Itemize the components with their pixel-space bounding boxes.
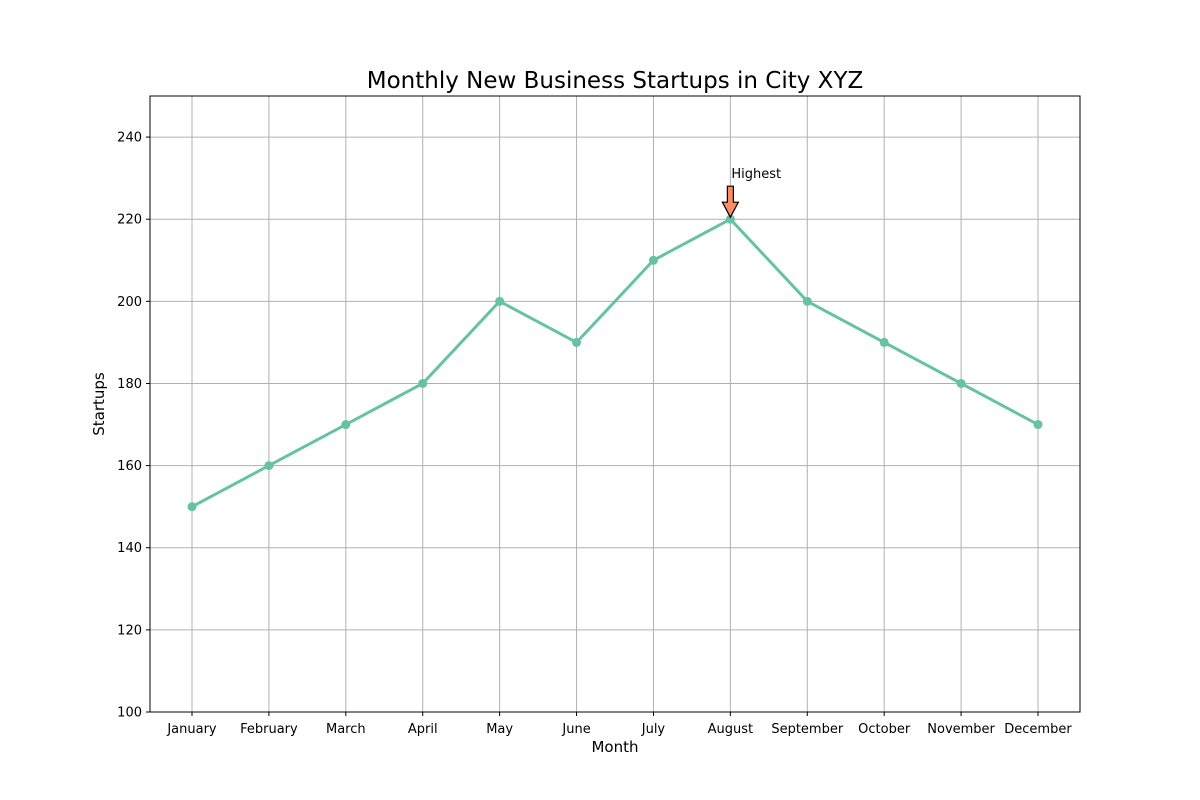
x-tick-label: May <box>486 722 513 737</box>
x-tick-label: January <box>166 722 217 737</box>
x-tick-label: February <box>240 722 298 737</box>
x-tick-label: March <box>326 722 366 737</box>
plot-frame <box>149 95 1081 713</box>
x-tick-label: June <box>561 722 590 737</box>
x-tick-label: September <box>771 722 844 737</box>
data-point <box>1033 420 1043 430</box>
x-tick-label: November <box>927 722 995 737</box>
x-tick-label: August <box>708 722 754 737</box>
x-tick-label: July <box>641 722 666 737</box>
y-axis-ticks: 100 120 140 160 180 200 220 240 <box>117 131 150 721</box>
y-tick-label: 220 <box>117 213 142 228</box>
data-point <box>802 296 812 306</box>
data-point <box>725 214 735 224</box>
data-point <box>572 337 582 347</box>
y-axis-label: Startups <box>90 372 108 436</box>
data-point <box>341 420 351 430</box>
annotation-layer: Highest <box>721 167 781 219</box>
x-axis-label: Month <box>591 738 638 756</box>
data-point <box>264 461 274 471</box>
y-tick-label: 200 <box>117 295 142 310</box>
x-axis-ticks: January February March April May June July Augu… <box>166 712 1072 737</box>
data-point <box>956 378 966 388</box>
data-point <box>879 337 889 347</box>
annotation-arrow <box>721 185 740 219</box>
data-point <box>187 502 197 512</box>
data-point <box>418 378 428 388</box>
y-tick-label: 140 <box>117 541 142 556</box>
series-line <box>190 217 1040 509</box>
chart-title: Monthly New Business Startups in City XY… <box>367 68 864 94</box>
y-tick-label: 180 <box>117 377 142 392</box>
y-tick-label: 120 <box>117 623 142 638</box>
y-tick-label: 160 <box>117 459 142 474</box>
x-tick-label: April <box>408 722 438 737</box>
annotation-label: Highest <box>731 167 781 182</box>
x-tick-label: December <box>1004 722 1072 737</box>
series-layer <box>187 214 1043 512</box>
data-point <box>495 296 505 306</box>
data-point <box>648 255 658 265</box>
y-tick-label: 100 <box>117 706 142 721</box>
y-tick-label: 240 <box>117 131 142 146</box>
x-tick-label: October <box>858 722 911 737</box>
